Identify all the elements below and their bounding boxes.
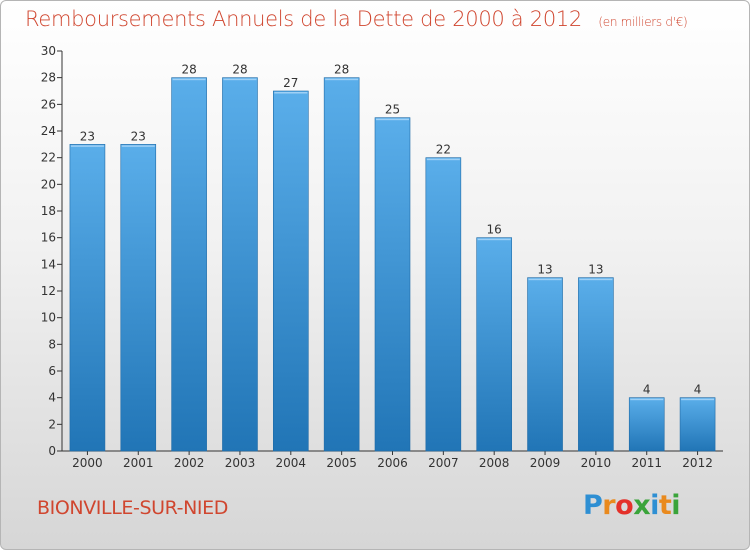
x-tick-label: 2000 <box>72 456 103 470</box>
data-label: 4 <box>643 383 651 397</box>
x-tick-label: 2009 <box>530 456 561 470</box>
logo-letter: i <box>650 490 659 521</box>
x-tick-label: 2004 <box>276 456 307 470</box>
y-tick-label: 0 <box>48 444 56 458</box>
x-tick-label: 2008 <box>479 456 510 470</box>
x-tick-label: 2012 <box>682 456 713 470</box>
bar <box>69 144 106 452</box>
logo-letter: P <box>583 490 603 521</box>
bar <box>628 397 665 452</box>
data-labels: 23 23 28 28 27 28 25 22 16 13 13 4 4 <box>80 63 702 397</box>
bar <box>476 237 512 452</box>
bar-highlight <box>274 92 308 94</box>
y-tick-label: 6 <box>48 364 56 378</box>
data-label: 27 <box>283 76 298 90</box>
bar-highlight <box>376 118 409 121</box>
y-tick-label: 22 <box>41 151 56 165</box>
y-tick-label: 24 <box>41 124 56 138</box>
logo-letter: t <box>658 490 672 521</box>
bar <box>273 90 309 452</box>
data-label: 13 <box>537 263 552 277</box>
y-tick-label: 8 <box>48 337 56 351</box>
bar <box>171 77 207 452</box>
y-tick-label: 14 <box>41 257 56 271</box>
data-label: 28 <box>334 63 349 77</box>
bar-highlight <box>681 398 715 401</box>
data-label: 16 <box>487 223 502 237</box>
logo-letter: o <box>615 490 634 521</box>
y-tick-label: 18 <box>41 204 56 218</box>
x-tick-label: 2002 <box>174 456 205 470</box>
bar-highlight <box>223 78 257 81</box>
y-tick-label: 10 <box>41 311 56 325</box>
x-tick-label: 2001 <box>123 456 154 470</box>
x-tick-label: 2011 <box>631 456 662 470</box>
y-tick-label: 2 <box>48 417 56 431</box>
bar-highlight <box>426 158 460 161</box>
data-label: 28 <box>181 63 196 77</box>
bar <box>374 117 411 452</box>
title-text: Remboursements Annuels de la Dette de 20… <box>25 7 582 31</box>
bar <box>425 157 462 452</box>
x-tick-label: 2005 <box>326 456 357 470</box>
bar <box>527 277 563 452</box>
logo-letter: r <box>602 490 616 521</box>
bar-highlight <box>630 398 664 401</box>
proxiti-logo[interactable]: Proxiti <box>583 490 681 521</box>
commune-name: BIONVILLE-SUR-NIED <box>37 497 228 519</box>
data-label: 4 <box>694 383 702 397</box>
bar <box>120 144 157 452</box>
bar <box>222 77 258 452</box>
bar-highlight <box>528 278 562 281</box>
data-label: 23 <box>131 129 146 143</box>
bar-highlight <box>121 145 155 147</box>
data-label: 23 <box>80 129 95 143</box>
bar <box>323 77 360 452</box>
data-label: 22 <box>436 143 451 157</box>
logo-letter: x <box>633 490 651 521</box>
y-tick-label: 30 <box>41 44 56 58</box>
x-tick-label: 2007 <box>428 456 459 470</box>
bar-highlight <box>325 78 359 81</box>
data-label: 28 <box>232 63 247 77</box>
bars <box>69 77 716 452</box>
bar <box>578 277 614 452</box>
y-tick-label: 20 <box>41 177 56 191</box>
logo-letter: i <box>671 490 681 521</box>
bar <box>679 397 716 452</box>
data-label: 13 <box>588 263 603 277</box>
y-tick-label: 12 <box>41 284 56 298</box>
data-label: 25 <box>385 103 400 117</box>
y-tick-label: 16 <box>41 231 56 245</box>
chart-title: Remboursements Annuels de la Dette de 20… <box>25 7 688 31</box>
y-tick-label: 4 <box>48 391 56 405</box>
x-tick-label: 2003 <box>225 456 256 470</box>
y-tick-label: 28 <box>41 71 56 85</box>
bar-highlight <box>579 278 613 281</box>
bar-highlight <box>477 238 511 241</box>
x-tick-label: 2006 <box>377 456 408 470</box>
bar-highlight <box>70 145 104 147</box>
x-tick-label: 2010 <box>581 456 612 470</box>
y-tick-label: 26 <box>41 97 56 111</box>
title-unit: (en milliers d'€) <box>598 15 688 29</box>
bar-highlight <box>172 78 206 81</box>
